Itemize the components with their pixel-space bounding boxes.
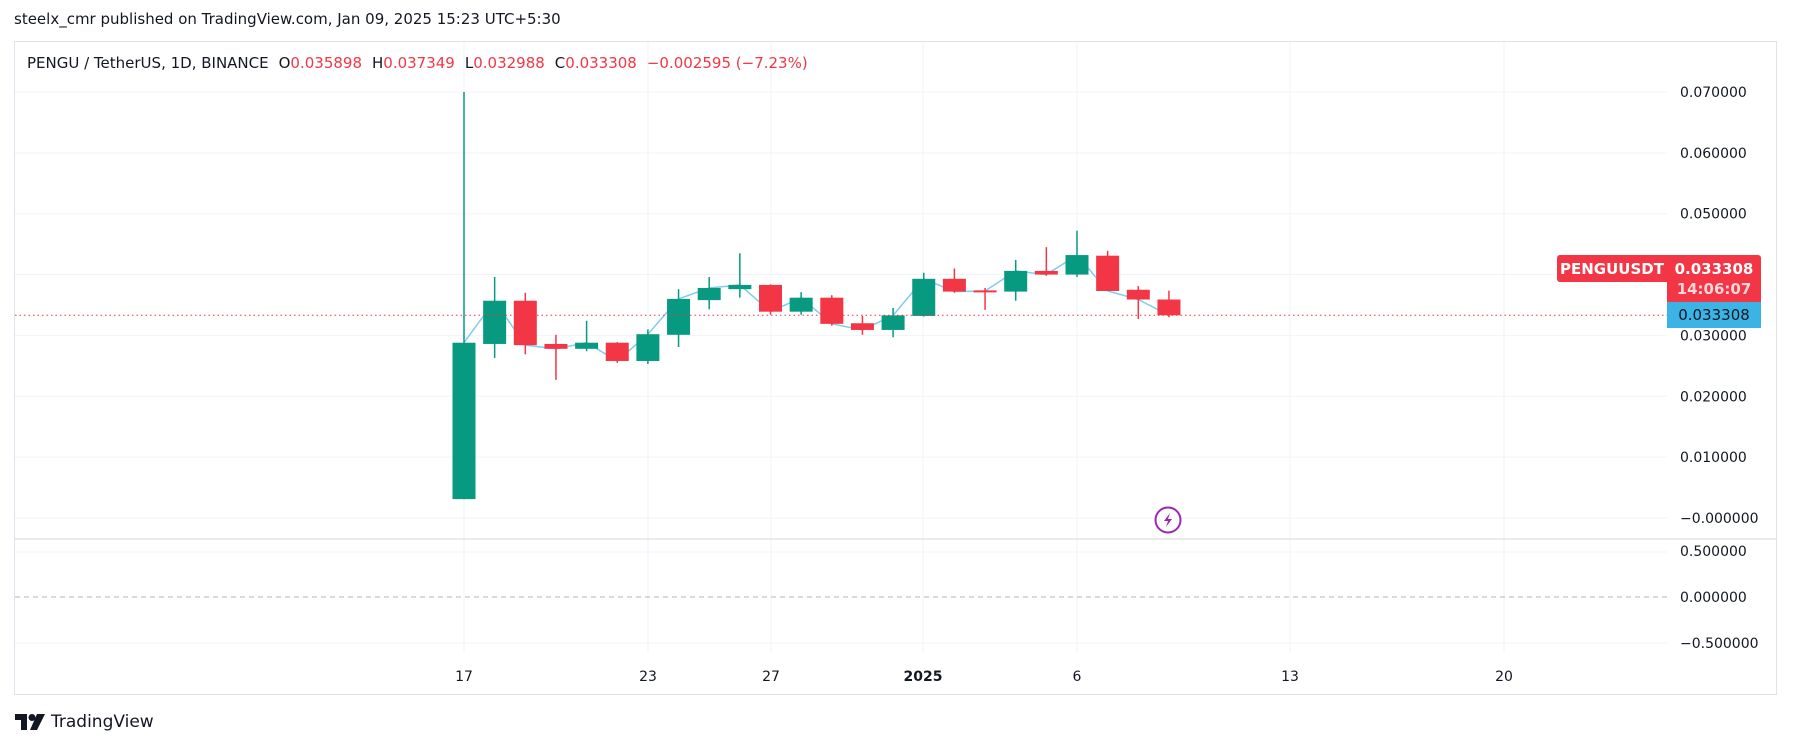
close-line xyxy=(463,254,1170,362)
candle xyxy=(881,308,905,338)
time-axis[interactable]: 17 23 27 2025 6 13 20 xyxy=(455,669,1513,685)
time-axis-label: 23 xyxy=(639,669,657,685)
candle xyxy=(452,91,476,500)
indicator-pane xyxy=(15,551,1667,644)
price-axis-label: 0.070000 xyxy=(1680,85,1747,101)
candle xyxy=(820,295,844,326)
close-key: C xyxy=(554,54,566,72)
tradingview-logo-text: TradingView xyxy=(51,712,154,732)
high-key: H xyxy=(372,54,384,72)
price-badge-value: 0.033308 xyxy=(1674,259,1754,278)
indicator-axis-label: 0.500000 xyxy=(1680,544,1747,560)
candle xyxy=(1004,259,1028,301)
candle xyxy=(850,315,874,335)
candle xyxy=(513,292,537,355)
candle xyxy=(544,334,568,380)
chart-frame[interactable] xyxy=(14,41,1777,695)
price-axis-label: 0.010000 xyxy=(1680,450,1747,466)
low-key: L xyxy=(464,54,474,72)
time-axis-label: 2025 xyxy=(904,669,943,685)
candle xyxy=(728,253,752,298)
candles xyxy=(452,91,1181,500)
published-line: steelx_cmr published on TradingView.com,… xyxy=(14,10,561,28)
candle xyxy=(483,276,507,358)
last-price-badge: 0.033308 xyxy=(1667,302,1761,328)
indicator-axis-label: 0.000000 xyxy=(1680,590,1747,606)
candle xyxy=(636,329,660,365)
open-key: O xyxy=(278,54,291,72)
symbol-badge: PENGUUSDT xyxy=(1557,255,1667,282)
time-axis-label: 13 xyxy=(1281,669,1299,685)
grid-lines xyxy=(15,42,1777,653)
candle xyxy=(942,268,966,293)
bar-countdown: 14:06:07 xyxy=(1676,279,1752,298)
open-value: 0.035898 xyxy=(290,54,362,72)
price-axis[interactable]: 0.070000 0.060000 0.050000 0.030000 0.020000… xyxy=(1680,85,1759,652)
candle xyxy=(1065,230,1089,277)
price-axis-label: 0.020000 xyxy=(1680,389,1747,405)
price-axis-label: 0.060000 xyxy=(1680,146,1747,162)
lightning-event-icon[interactable] xyxy=(1153,505,1183,535)
candle xyxy=(759,284,782,315)
candle xyxy=(667,289,691,347)
price-axis-label: 0.030000 xyxy=(1680,328,1747,344)
price-axis-label: −0.000000 xyxy=(1680,511,1759,527)
candle xyxy=(973,287,997,310)
symbol-title[interactable]: PENGU / TetherUS, 1D, BINANCE xyxy=(27,54,269,72)
high-value: 0.037349 xyxy=(383,54,455,72)
price-axis-label: 0.050000 xyxy=(1680,207,1747,223)
tradingview-logo[interactable]: TradingView xyxy=(15,712,154,732)
candle xyxy=(575,320,599,352)
low-value: 0.032988 xyxy=(473,54,545,72)
candle xyxy=(697,276,721,310)
price-badge: 0.033308 14:06:07 xyxy=(1667,255,1761,302)
candle xyxy=(1157,290,1181,318)
change-value: −0.002595 (−7.23%) xyxy=(646,54,808,72)
candle xyxy=(789,292,813,315)
candle xyxy=(605,342,629,363)
tradingview-logo-icon xyxy=(15,714,45,730)
candle xyxy=(1126,286,1150,319)
close-value: 0.033308 xyxy=(565,54,637,72)
indicator-axis-label: −0.500000 xyxy=(1680,636,1759,652)
ohlc-legend: PENGU / TetherUS, 1D, BINANCE O0.035898 H0… xyxy=(27,54,808,72)
time-axis-label: 20 xyxy=(1495,669,1513,685)
candle xyxy=(912,272,936,317)
time-axis-label: 6 xyxy=(1073,669,1082,685)
candle xyxy=(1034,247,1058,276)
time-axis-label: 27 xyxy=(762,669,780,685)
time-axis-label: 17 xyxy=(455,669,473,685)
candle xyxy=(1096,250,1120,291)
